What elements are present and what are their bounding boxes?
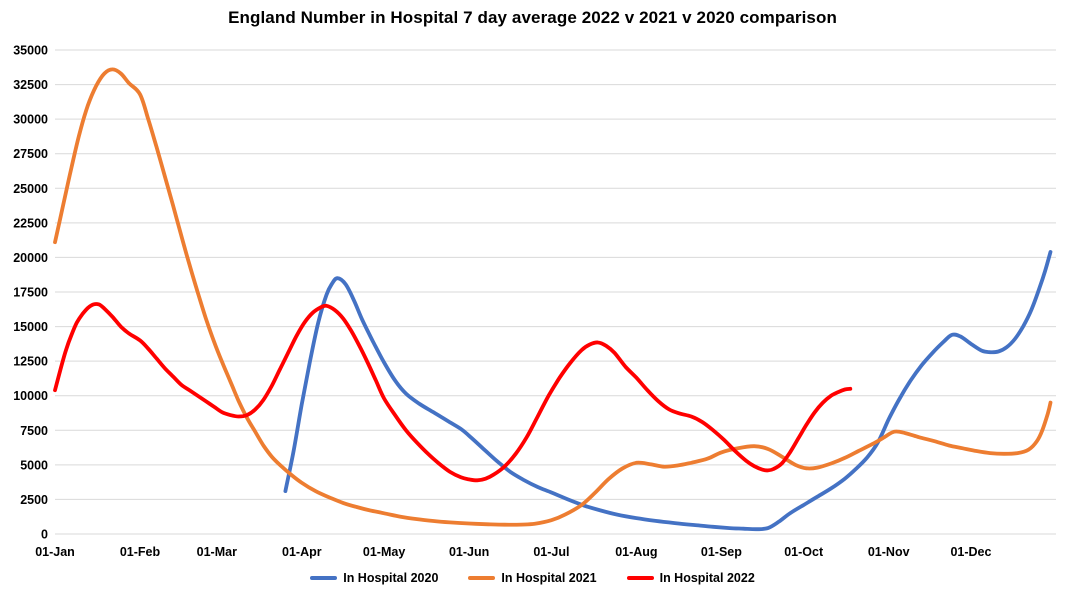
legend-swatch-2021 [468, 576, 496, 580]
x-axis-tick-label: 01-Nov [868, 545, 910, 559]
y-axis-tick-label: 25000 [13, 182, 48, 196]
series-line-in-hospital-2021 [53, 67, 1053, 527]
x-axis-tick-label: 01-Jan [35, 545, 75, 559]
x-axis-tick-label: 01-Feb [120, 545, 161, 559]
y-axis-tick-label: 12500 [13, 355, 48, 369]
y-axis-tick-label: 35000 [13, 44, 48, 58]
x-axis-tick-label: 01-Apr [282, 545, 322, 559]
y-axis-tick-label: 27500 [13, 147, 48, 161]
legend-item-2022: In Hospital 2022 [626, 571, 755, 585]
y-axis-tick-label: 0 [41, 528, 48, 542]
legend-item-2021: In Hospital 2021 [468, 571, 597, 585]
y-axis-tick-label: 32500 [13, 78, 48, 92]
y-axis-tick-label: 22500 [13, 216, 48, 230]
x-axis-tick-label: 01-Aug [615, 545, 657, 559]
series-line-in-hospital-2022 [53, 302, 853, 483]
x-axis-tick-label: 01-Dec [950, 545, 991, 559]
y-axis-tick-label: 17500 [13, 286, 48, 300]
y-axis-tick-label: 15000 [13, 320, 48, 334]
chart-legend: In Hospital 2020 In Hospital 2021 In Hos… [0, 571, 1065, 585]
x-axis-tick-label: 01-Jun [449, 545, 489, 559]
chart-title: England Number in Hospital 7 day average… [228, 8, 837, 27]
y-axis-tick-label: 5000 [20, 458, 48, 472]
x-axis-tick-label: 01-Mar [197, 545, 237, 559]
y-axis-tick-label: 20000 [13, 251, 48, 265]
legend-label-2020: In Hospital 2020 [343, 571, 439, 585]
legend-swatch-2020 [310, 576, 338, 580]
y-axis-tick-label: 30000 [13, 113, 48, 127]
y-axis-tick-label: 7500 [20, 424, 48, 438]
legend-label-2022: In Hospital 2022 [659, 571, 755, 585]
legend-item-2020: In Hospital 2020 [310, 571, 438, 585]
legend-swatch-2022 [626, 576, 654, 580]
x-axis-tick-label: 01-May [363, 545, 405, 559]
series-line-in-hospital-2020 [283, 250, 1053, 532]
legend-label-2021: In Hospital 2021 [501, 571, 597, 585]
y-axis-tick-label: 2500 [20, 493, 48, 507]
x-axis-tick-label: 01-Oct [784, 545, 824, 559]
x-axis-tick-label: 01-Jul [533, 545, 569, 559]
x-axis-tick-label: 01-Sep [701, 545, 742, 559]
y-axis-tick-label: 10000 [13, 389, 48, 403]
